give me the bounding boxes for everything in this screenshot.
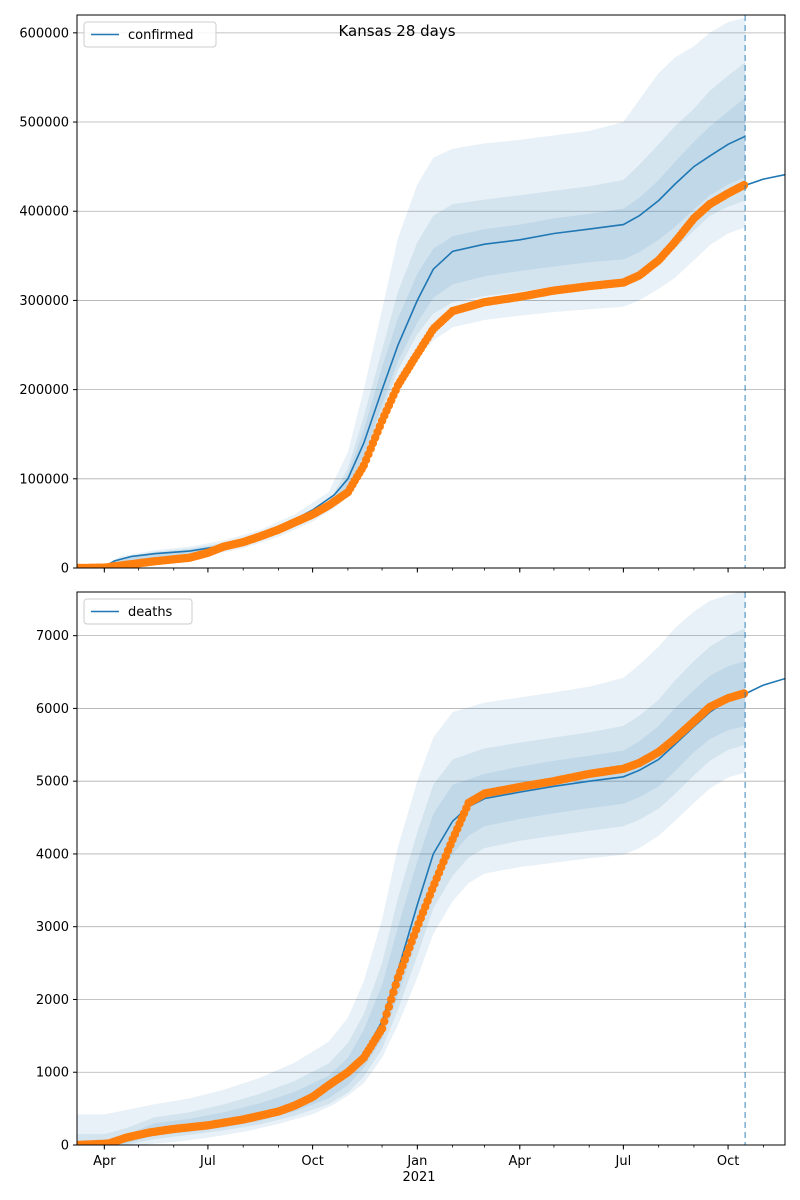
observed-point <box>387 995 396 1004</box>
y-tick-label: 3000 <box>36 920 69 935</box>
confirmed-chart: 0 100000 200000 300000 400000 500000 600000 con… <box>19 14 786 577</box>
y-tick-label: 200000 <box>19 383 69 398</box>
y-tick-label: 500000 <box>19 116 69 131</box>
forecast-line <box>744 677 785 695</box>
deaths-chart: 0 1000 2000 3000 4000 5000 6000 7000 Apr Jul Oct Ja… <box>36 591 786 1169</box>
model-line <box>77 135 746 568</box>
x-axis <box>103 568 764 573</box>
x-tick-label: Apr <box>93 1154 116 1169</box>
legend-box <box>83 21 217 48</box>
y-tick-label: 4000 <box>36 847 69 862</box>
legend: deaths <box>83 598 193 625</box>
x-tick-label: Oct <box>301 1154 323 1169</box>
y-tick-label: 1000 <box>36 1066 69 1081</box>
observed-point <box>380 1017 389 1026</box>
legend: confirmed <box>83 21 217 48</box>
axes-frame <box>76 591 786 1146</box>
x-axis-year-label: 2021 <box>402 1170 435 1185</box>
legend-label: deaths <box>128 605 173 620</box>
x-tick-label: Jul <box>199 1154 216 1169</box>
x-tick-label: Jul <box>615 1154 632 1169</box>
grid-lines <box>77 635 785 1073</box>
confidence-band-1 <box>77 17 746 568</box>
observed-point <box>384 1002 394 1011</box>
observed-points <box>77 689 749 1145</box>
legend-label: confirmed <box>128 28 194 43</box>
y-tick-label: 5000 <box>36 775 69 790</box>
y-tick-label: 2000 <box>36 993 69 1008</box>
axes-frame <box>76 14 786 569</box>
x-tick-label: Apr <box>509 1154 532 1169</box>
legend-box <box>83 598 193 625</box>
observed-point <box>739 180 749 190</box>
y-tick-label: 0 <box>61 562 69 577</box>
plot-area <box>77 17 785 568</box>
y-tick-label: 400000 <box>19 205 69 220</box>
y-tick-label: 0 <box>61 1139 69 1154</box>
y-tick-label: 7000 <box>36 629 69 644</box>
y-tick-label: 6000 <box>36 702 69 717</box>
observed-point <box>377 1024 387 1033</box>
confidence-band-1 <box>77 592 746 1145</box>
observed-point <box>382 1009 391 1019</box>
forecast-line <box>744 173 785 187</box>
confidence-band-2 <box>77 628 746 1145</box>
x-axis: Apr Jul Oct Jan Apr Jul Oct <box>93 1145 764 1169</box>
observed-point <box>389 988 398 997</box>
y-tick-label: 600000 <box>19 26 69 41</box>
observed-points <box>77 180 749 568</box>
x-tick-label: Jan <box>406 1154 427 1169</box>
y-axis: 0 100000 200000 300000 400000 500000 600000 <box>19 26 77 577</box>
x-tick-label: Oct <box>717 1154 739 1169</box>
y-axis: 0 1000 2000 3000 4000 5000 6000 7000 <box>36 629 77 1154</box>
observed-point <box>391 980 400 990</box>
y-tick-label: 300000 <box>19 294 69 309</box>
confidence-band-3 <box>77 97 746 568</box>
y-tick-label: 100000 <box>19 472 69 487</box>
figure-title: Kansas 28 days <box>338 22 455 40</box>
plot-area <box>77 592 785 1145</box>
observed-point <box>739 689 749 698</box>
